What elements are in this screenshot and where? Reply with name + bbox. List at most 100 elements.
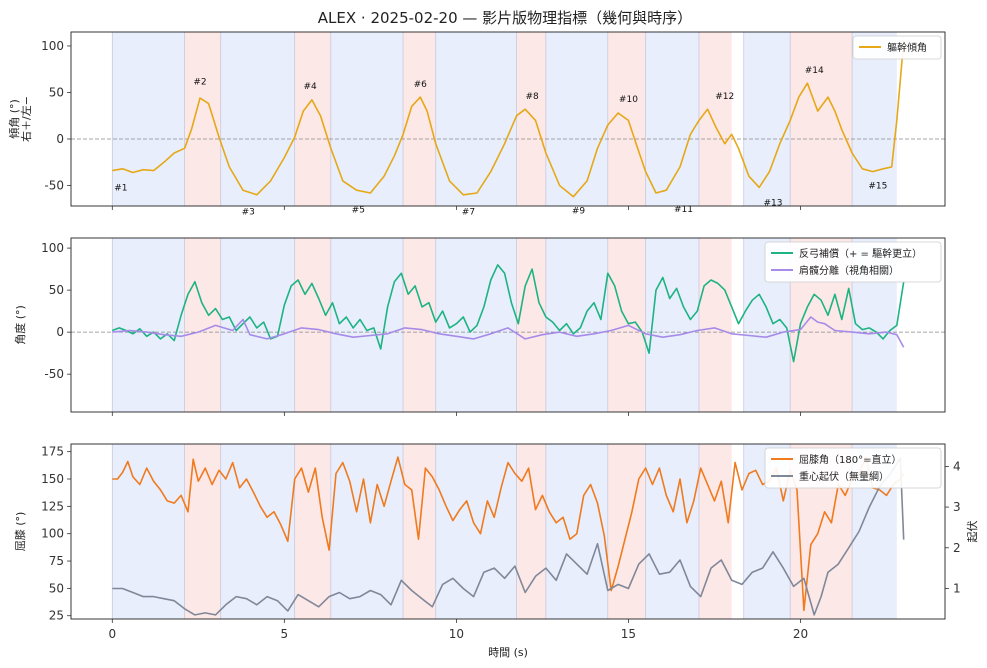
y-axis-label: 傾角 (°)右＋/左−	[7, 96, 33, 142]
phase-band-right	[184, 32, 221, 206]
panel-2: -50 0 50 100 角度 (°) 反弓補償（+ = 驅幹更立） 肩髖分離（視角相關）	[13, 237, 946, 416]
cycle-annotation: #6	[414, 80, 428, 90]
phase-band-right	[790, 32, 853, 206]
y-right-tick-label: 2	[953, 541, 961, 555]
phase-band-left	[435, 444, 517, 619]
cycle-annotation: #14	[805, 66, 824, 76]
panel-3: 25 50 75 100 125 150 175 0 5 10 15 20 1 2 3 4 屈膝 (°) 起伏 屈膝…	[14, 443, 979, 641]
phase-band-left	[645, 444, 699, 619]
plot-frame	[70, 31, 946, 207]
y-tick-label: 100	[41, 527, 64, 541]
y-tick-label: 25	[49, 609, 64, 623]
cycle-annotation: #10	[619, 95, 638, 105]
x-tick-label: 0	[108, 627, 116, 641]
phase-band-left	[112, 32, 185, 206]
phase-band-left	[645, 238, 699, 412]
y-right-tick-label: 3	[953, 500, 961, 514]
phase-band-left	[220, 444, 295, 619]
phase-band-left	[435, 32, 517, 206]
legend-box	[852, 35, 942, 60]
y-axis-label: 屈膝 (°)	[14, 512, 27, 552]
x-axis-label: 時間 (s)	[488, 646, 528, 659]
legend-label: 屈膝角（180°=直立）	[799, 453, 901, 466]
legend-label: 反弓補償（+ = 驅幹更立）	[799, 247, 922, 260]
legend-label: 軀幹傾角	[887, 41, 927, 54]
legend: 軀幹傾角	[852, 35, 942, 60]
y-tick-label: 100	[41, 39, 64, 53]
x-tick-label: 10	[449, 627, 464, 641]
cycle-annotation: #9	[572, 207, 586, 217]
cycle-annotation: #12	[715, 92, 734, 102]
y-right-tick-label: 4	[953, 459, 961, 473]
x-tick-label: 20	[793, 627, 808, 641]
series-line	[112, 457, 905, 616]
legend: 屈膝角（180°=直立） 重心起伏（無量綱）	[764, 447, 942, 489]
phase-band-left	[852, 32, 897, 206]
cycle-annotation: #4	[304, 82, 318, 92]
phase-band-left	[330, 32, 404, 206]
phase-band-right	[184, 444, 221, 619]
y-tick-label: -50	[44, 179, 64, 193]
x-tick-label: 5	[281, 627, 289, 641]
cycle-annotation: #11	[674, 205, 693, 215]
series-line	[112, 41, 905, 198]
phase-band-left	[330, 444, 404, 619]
cycle-annotation: #3	[242, 208, 255, 218]
phase-band-right	[403, 238, 436, 412]
phase-band-right	[516, 32, 546, 206]
series-group	[112, 264, 905, 363]
cycle-annotation: #1	[114, 183, 127, 193]
y-axis-label: 角度 (°)	[13, 305, 27, 345]
phase-band-left	[112, 238, 185, 412]
phase-band-left	[330, 238, 404, 412]
phase-band-right	[516, 444, 546, 619]
chart-title: ALEX · 2025-02-20 — 影片版物理指標（幾何與時序）	[318, 9, 692, 27]
phase-band-right	[516, 238, 546, 412]
y-right-axis-label: 起伏	[965, 521, 979, 543]
phase-band-right	[607, 238, 646, 412]
y-tick-label: 150	[41, 472, 64, 486]
cycle-annotation: #13	[763, 198, 782, 208]
phase-band-left	[220, 32, 295, 206]
y-tick-label: 125	[41, 499, 64, 513]
cycle-annotation: #15	[868, 182, 887, 192]
panel-1: -50 0 50 100 傾角 (°)右＋/左− #1 #2 #3 #4 #5 #6 #7 #8 #9 #1…	[7, 31, 946, 218]
phase-bands	[111, 32, 897, 206]
phase-band-left	[545, 238, 608, 412]
y-tick-label: 50	[49, 85, 64, 99]
phase-band-left	[435, 238, 517, 412]
y-tick-label: 175	[41, 445, 64, 459]
y-tick-label: 50	[49, 283, 64, 297]
phase-band-right	[294, 238, 331, 412]
phase-band-right	[698, 238, 732, 412]
cycle-annotation: #7	[462, 208, 475, 218]
y-tick-label: 0	[56, 325, 64, 339]
cycle-annotation: #2	[193, 77, 206, 87]
legend-box	[764, 447, 942, 489]
y-right-tick-label: 1	[953, 581, 961, 595]
cycle-annotation: #5	[352, 206, 365, 216]
plot-frame	[70, 237, 946, 413]
phase-band-right	[698, 32, 732, 206]
x-tick-label: 15	[621, 627, 636, 641]
y-tick-label: 0	[56, 132, 64, 146]
legend-label: 重心起伏（無量綱）	[799, 470, 889, 483]
legend-label: 肩髖分離（視角相關）	[799, 264, 899, 277]
phase-band-left	[545, 32, 608, 206]
legend: 反弓補償（+ = 驅幹更立） 肩髖分離（視角相關）	[764, 241, 942, 283]
y-tick-label: 75	[49, 554, 64, 568]
y-tick-label: -50	[44, 367, 64, 381]
series-group	[112, 41, 905, 198]
y-tick-label: 50	[49, 581, 64, 595]
series-line	[112, 316, 905, 348]
phase-band-right	[698, 444, 732, 619]
phase-band-left	[645, 32, 699, 206]
plot-frame	[70, 443, 946, 620]
y-tick-label: 100	[41, 241, 64, 255]
cycle-annotation: #8	[525, 92, 539, 102]
legend-box	[764, 241, 942, 283]
phase-band-left	[743, 32, 791, 206]
phase-band-left	[220, 238, 295, 412]
